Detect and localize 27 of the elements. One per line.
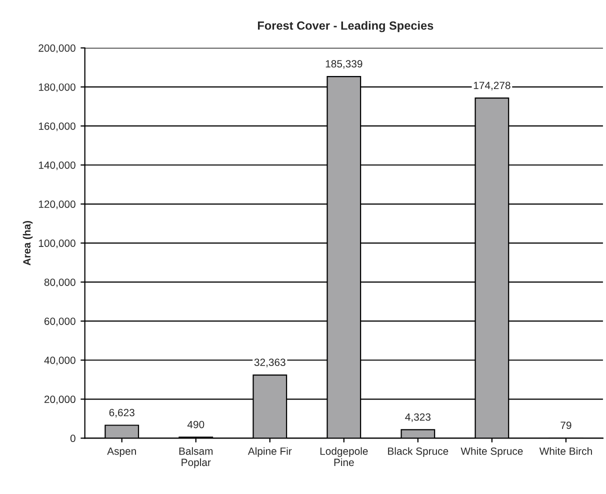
data-label: 6,623	[109, 408, 134, 418]
x-tick-label: Alpine Fir	[248, 447, 292, 457]
x-tick-label: Aspen	[107, 448, 136, 457]
data-label: 79	[560, 422, 572, 430]
y-axis-title: Area (ha)	[22, 220, 33, 266]
y-tick-label: 180,000	[38, 83, 76, 92]
data-label: 32,363	[254, 358, 286, 368]
y-tick-label: 20,000	[44, 396, 76, 404]
data-label: 174,278	[474, 82, 510, 90]
y-tick-label: 0	[70, 434, 76, 442]
x-tick-label: White Birch	[539, 447, 592, 455]
x-tick-label: Black Spruce	[388, 447, 448, 457]
data-label: 185,339	[326, 60, 362, 69]
y-tick-label: 120,000	[38, 200, 76, 210]
y-tick-label: 40,000	[44, 356, 76, 366]
y-tick-label: 80,000	[44, 278, 76, 288]
x-tick-label: White Spruce	[460, 447, 523, 457]
data-label: 490	[187, 420, 204, 428]
x-tick-label: Balsam Poplar	[179, 447, 213, 468]
y-tick-label: 100,000	[38, 240, 76, 248]
y-tick-label: 160,000	[38, 122, 76, 132]
data-label: 4,323	[405, 413, 430, 422]
x-tick-label: Lodgepole Pine	[320, 447, 368, 466]
y-tick-label: 60,000	[44, 318, 76, 326]
y-tick-label: 140,000	[38, 161, 76, 170]
chart-title: Forest Cover - Leading Species	[258, 21, 434, 32]
y-tick-label: 200,000	[38, 44, 76, 54]
